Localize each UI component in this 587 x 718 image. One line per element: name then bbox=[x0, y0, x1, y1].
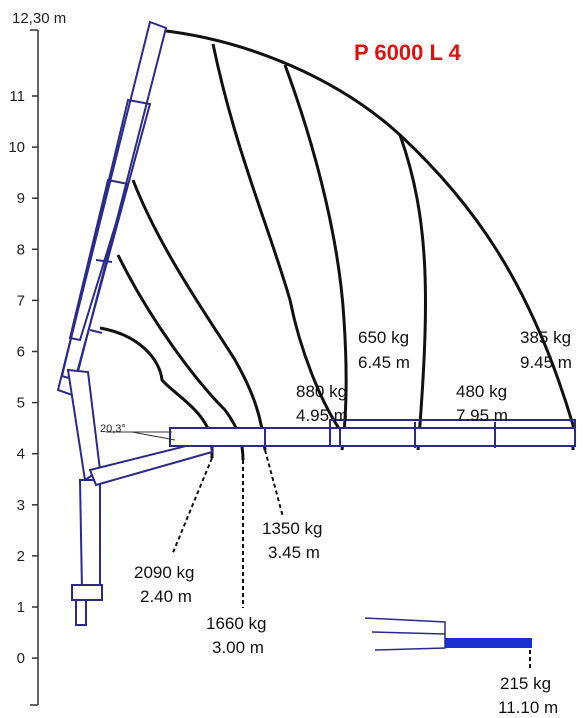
load-label-m: 9.45 m bbox=[520, 353, 572, 372]
load-label-kg: 385 kg bbox=[520, 328, 571, 347]
load-labels: 2090 kg 2.40 m 1660 kg 3.00 m 1350 kg 3.… bbox=[134, 328, 572, 717]
model-title: P 6000 L 4 bbox=[354, 40, 462, 65]
load-curve-650 bbox=[283, 64, 348, 451]
load-label-m: 7.95 m bbox=[456, 406, 508, 425]
axis-tick-label: 6 bbox=[17, 344, 25, 361]
angle-label: 20,3° bbox=[100, 423, 126, 435]
dashed-leaders bbox=[171, 449, 531, 668]
axis-tick-label: 11 bbox=[9, 88, 25, 105]
axis-tick-label: 4 bbox=[17, 446, 25, 463]
load-label-m: 2.40 m bbox=[140, 587, 192, 606]
load-curve-880 bbox=[211, 43, 342, 431]
crane-boom bbox=[56, 20, 576, 626]
axis-tick-label: 8 bbox=[17, 241, 25, 258]
load-label-kg: 880 kg bbox=[296, 382, 347, 401]
axis-tick-label: 10 bbox=[8, 139, 25, 156]
load-label-m: 6.45 m bbox=[358, 353, 410, 372]
load-curve-480 bbox=[398, 134, 427, 451]
axis-top-label: 12,30 m bbox=[12, 10, 66, 27]
axis-tick-label: 2 bbox=[17, 548, 25, 565]
load-label-kg: 650 kg bbox=[358, 328, 409, 347]
axis-tick-label: 3 bbox=[17, 497, 25, 514]
load-label-m: 11.10 m bbox=[498, 698, 558, 717]
load-curve-2090 bbox=[99, 326, 214, 458]
load-label-m: 3.45 m bbox=[268, 543, 320, 562]
axis-tick-label: 9 bbox=[17, 190, 25, 207]
load-label-kg: 215 kg bbox=[500, 674, 551, 693]
load-label-kg: 2090 kg bbox=[134, 563, 195, 582]
load-label-kg: 480 kg bbox=[456, 382, 507, 401]
load-label-m: 4.95 m bbox=[296, 406, 348, 425]
angle-indicator: 20,3° bbox=[100, 423, 176, 441]
axis-tick-label: 0 bbox=[17, 650, 25, 667]
load-label-kg: 1350 kg bbox=[262, 519, 323, 538]
axis-tick-label: 1 bbox=[17, 599, 25, 616]
load-curve-1350 bbox=[131, 179, 267, 451]
axis-tick-label: 5 bbox=[17, 395, 25, 412]
boom-extension bbox=[364, 617, 532, 651]
axis-tick-label: 7 bbox=[17, 292, 25, 309]
load-label-m: 3.00 m bbox=[212, 638, 264, 657]
load-label-kg: 1660 kg bbox=[206, 614, 267, 633]
